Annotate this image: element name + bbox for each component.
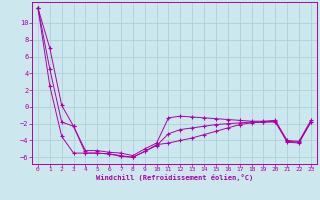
X-axis label: Windchill (Refroidissement éolien,°C): Windchill (Refroidissement éolien,°C) (96, 174, 253, 181)
